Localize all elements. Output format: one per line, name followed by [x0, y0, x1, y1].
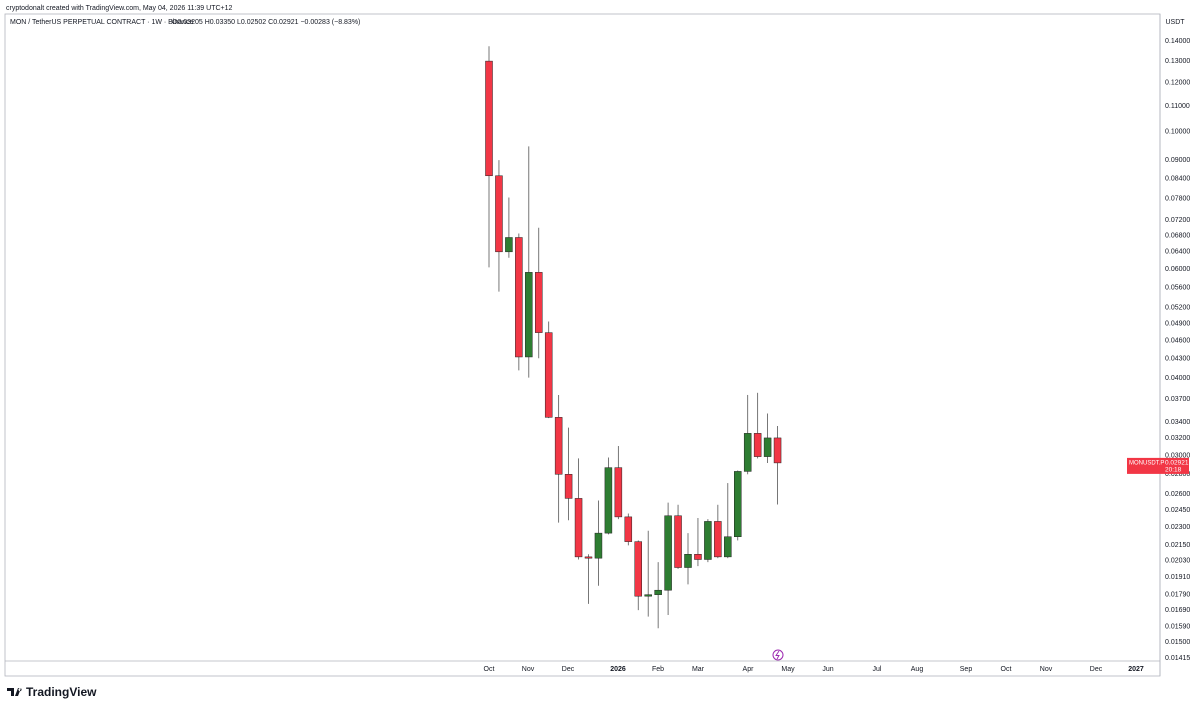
ohlc-legend: O0.03205 H0.03350 L0.02502 C0.02921 −0.0…: [172, 19, 360, 26]
candle-body: [753, 433, 762, 457]
candle-body: [525, 272, 533, 358]
credit: cryptodonalt created with TradingView.co…: [6, 5, 233, 12]
candle-body: [664, 515, 672, 591]
price-tag-symbol: MONUSDT.P: [1129, 460, 1164, 466]
candle-body: [604, 467, 613, 534]
candle-body: [554, 417, 563, 475]
candle-body: [654, 589, 662, 595]
brand-name: TradingView: [26, 685, 97, 699]
y-tick-label: 0.14000: [1165, 38, 1190, 45]
price-axis-unit: USDT: [1165, 19, 1185, 26]
x-tick-label: Sep: [960, 666, 973, 673]
candle-body: [694, 554, 702, 560]
candle-body: [704, 521, 712, 560]
candle-body: [535, 272, 543, 333]
x-tick-label: Feb: [652, 666, 664, 673]
y-tick-label: 0.04000: [1165, 375, 1190, 382]
y-tick-label: 0.05200: [1165, 305, 1190, 312]
candle-body: [564, 474, 573, 499]
candle-body: [743, 433, 752, 472]
y-tick-label: 0.07800: [1165, 195, 1190, 202]
x-tick-label: Dec: [1090, 666, 1103, 673]
candle-body: [594, 532, 603, 559]
candle-body: [624, 516, 633, 542]
y-tick-label: 0.13000: [1165, 58, 1190, 65]
y-tick-label: 0.08400: [1165, 175, 1190, 182]
y-tick-label: 0.03000: [1165, 453, 1190, 460]
y-tick-label: 0.09000: [1165, 157, 1190, 164]
y-tick-label: 0.02150: [1165, 542, 1190, 549]
x-tick-label: Aug: [911, 666, 924, 673]
y-tick-label: 0.11000: [1165, 103, 1190, 110]
y-tick-label: 0.03200: [1165, 435, 1190, 442]
y-tick-label: 0.07200: [1165, 217, 1190, 224]
x-tick-label: Oct: [1001, 666, 1012, 673]
y-tick-label: 0.12000: [1165, 79, 1190, 86]
y-tick-label: 0.02450: [1165, 507, 1190, 514]
candle-body: [574, 498, 583, 558]
price-tag-price: 0.02921: [1165, 460, 1189, 467]
candle-body: [515, 237, 523, 358]
y-tick-label: 0.04300: [1165, 356, 1190, 363]
x-tick-label: 2027: [1128, 666, 1144, 673]
replay-icon: [772, 649, 784, 661]
candle-body: [773, 437, 782, 464]
x-tick-label: Jul: [873, 666, 882, 673]
candle-body: [724, 536, 732, 558]
y-tick-label: 0.06000: [1165, 266, 1190, 273]
candle-body: [544, 332, 553, 418]
candle-body: [644, 594, 652, 597]
y-tick-label: 0.02030: [1165, 558, 1190, 565]
y-tick-label: 0.04600: [1165, 338, 1190, 345]
y-tick-label: 0.01500: [1165, 639, 1190, 646]
x-tick-label: May: [781, 666, 795, 673]
candle-body: [584, 556, 593, 559]
candle-body: [684, 554, 692, 568]
x-tick-label: Nov: [522, 666, 535, 673]
y-tick-label: 0.04900: [1165, 321, 1190, 328]
y-tick-label: 0.03400: [1165, 419, 1190, 426]
y-tick-label: 0.03700: [1165, 396, 1190, 403]
y-tick-label: 0.01910: [1165, 574, 1190, 581]
candle-body: [485, 60, 493, 177]
y-tick-label: 0.02800: [1165, 471, 1190, 478]
y-tick-label: 0.06400: [1165, 249, 1190, 256]
y-tick-label: 0.01790: [1165, 592, 1190, 599]
y-tick-label: 0.01590: [1165, 623, 1190, 630]
x-tick-label: Dec: [562, 666, 575, 673]
y-tick-label: 0.06800: [1165, 232, 1190, 239]
candle-body: [634, 541, 642, 597]
x-tick-label: Jun: [822, 666, 833, 673]
y-tick-label: 0.01690: [1165, 607, 1190, 614]
candle-body: [734, 471, 742, 537]
candle-body: [714, 521, 722, 558]
brand-logo: TradingView: [7, 685, 97, 699]
candle-body: [674, 515, 682, 568]
y-tick-label: 0.10000: [1165, 129, 1190, 136]
candle-body: [763, 437, 772, 457]
y-tick-label: 0.02300: [1165, 524, 1190, 531]
y-tick-label: 0.02600: [1165, 491, 1190, 498]
symbol-title: MON / TetherUS PERPETUAL CONTRACT · 1W ·…: [10, 19, 194, 26]
x-tick-label: Mar: [692, 666, 705, 673]
candle-body: [505, 237, 513, 253]
price-tag-countdown: 20:18: [1165, 467, 1182, 474]
candle-body: [495, 175, 503, 253]
price-tag-box: [1127, 457, 1189, 474]
x-tick-label: Nov: [1040, 666, 1053, 673]
x-tick-label: Apr: [743, 666, 755, 673]
y-tick-label: 0.01415: [1165, 655, 1190, 662]
x-tick-label: Oct: [484, 666, 495, 673]
candle-body: [614, 467, 623, 518]
y-tick-label: 0.05600: [1165, 285, 1190, 292]
x-tick-label: 2026: [610, 666, 626, 673]
